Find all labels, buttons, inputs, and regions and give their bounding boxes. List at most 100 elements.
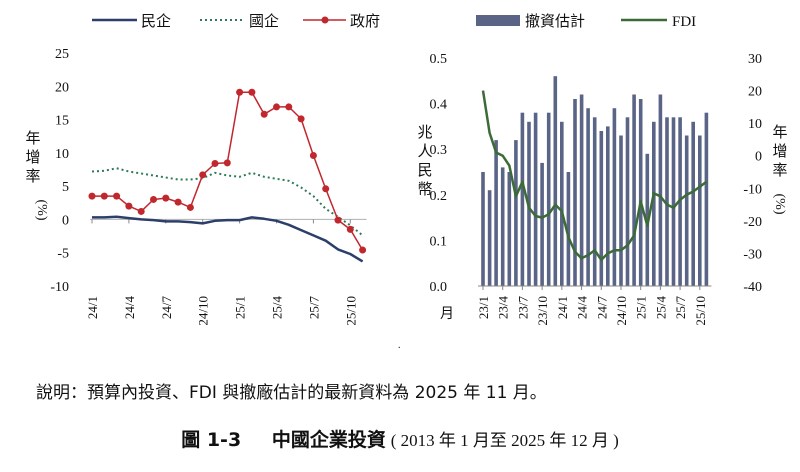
divestment-bar bbox=[619, 135, 623, 286]
right-left-axis-label-char: 民 bbox=[417, 163, 432, 179]
government-point bbox=[309, 152, 317, 160]
right-x-tick-label: 24/1 bbox=[555, 296, 570, 319]
right-x-tick-label: 25/4 bbox=[653, 296, 668, 320]
divestment-bar bbox=[494, 140, 498, 286]
divestment-bar bbox=[684, 135, 689, 286]
divestment-bar bbox=[698, 135, 702, 286]
caption-title: 中國企業投資 bbox=[271, 429, 386, 451]
legend-swatch-divestment bbox=[476, 15, 520, 26]
left-x-tick-label: 25/7 bbox=[306, 296, 321, 320]
government-point bbox=[211, 160, 219, 168]
left-y-axis-label-char: 增 bbox=[25, 149, 40, 166]
government-point bbox=[273, 103, 280, 111]
divestment-bar bbox=[514, 140, 518, 286]
divestment-bar bbox=[625, 117, 630, 286]
left-x-tick-label: 24/7 bbox=[159, 296, 174, 320]
government-point bbox=[174, 198, 182, 206]
government-point bbox=[285, 103, 293, 111]
stray-dot-mark: . bbox=[398, 340, 401, 351]
government-point bbox=[322, 185, 330, 193]
caption-number: 圖 1-3 bbox=[181, 429, 242, 451]
divestment-bar bbox=[553, 76, 558, 286]
right-x-tick-label: 25/10 bbox=[693, 296, 708, 326]
divestment-bar bbox=[566, 172, 571, 286]
figure-caption: 圖 1-3 中國企業投資 ( 2013 年 1 月至 2025 年 12 月 ) bbox=[0, 425, 800, 452]
right-left-axis-label-char: 幣 bbox=[417, 181, 432, 198]
series-line-state bbox=[91, 167, 364, 237]
divestment-bar bbox=[665, 117, 669, 286]
government-point bbox=[150, 195, 157, 203]
caption-subtitle: ( 2013 年 1 月至 2025 年 12 月 ) bbox=[390, 431, 619, 450]
left-panel: 25 20 15 10 5 0 -5 -10 24/1 24/4 24/7 24/10 25/1 25/4… bbox=[25, 47, 367, 326]
right-right-axis-label-unit: (%) bbox=[772, 194, 787, 215]
divestment-bar bbox=[540, 162, 544, 286]
left-y-tick-label: -10 bbox=[50, 280, 69, 295]
left-x-tick-label: 25/1 bbox=[233, 296, 248, 319]
right-month-label: 月 bbox=[440, 306, 454, 322]
right-right-y-tick-label: -10 bbox=[743, 182, 762, 197]
right-right-y-tick-label: 30 bbox=[748, 52, 762, 67]
left-y-axis-label-unit: (%) bbox=[34, 200, 49, 221]
right-left-y-tick-label: 0.1 bbox=[430, 234, 448, 249]
left-x-tick-label: 24/1 bbox=[85, 296, 100, 319]
right-left-y-tick-label: 0.2 bbox=[430, 189, 448, 204]
right-right-y-tick-label: -30 bbox=[743, 247, 762, 262]
right-left-axis-label-char: 人 bbox=[417, 143, 432, 160]
series-line-private bbox=[92, 215, 364, 263]
government-point bbox=[223, 159, 231, 167]
legend-label-divestment: 撤資估計 bbox=[525, 13, 585, 30]
legend-label-fdi: FDI bbox=[672, 14, 696, 30]
right-left-y-tick-label: 0.0 bbox=[430, 280, 448, 295]
right-right-axis-label-char: 率 bbox=[772, 162, 787, 179]
left-x-tick-label: 25/4 bbox=[270, 296, 285, 320]
right-x-tick-label: 24/10 bbox=[614, 296, 629, 326]
right-x-tick-label: 24/4 bbox=[575, 296, 590, 320]
government-point bbox=[162, 194, 170, 202]
government-point bbox=[137, 207, 145, 215]
divestment-bar bbox=[638, 99, 643, 286]
divestment-bar bbox=[691, 121, 695, 286]
right-x-tick-label: 25/1 bbox=[634, 296, 649, 319]
government-point bbox=[88, 192, 96, 200]
divestment-bar bbox=[652, 121, 656, 286]
divestment-bar bbox=[481, 172, 485, 286]
government-point bbox=[248, 88, 256, 96]
left-y-axis-label-char: 年 bbox=[25, 130, 40, 147]
left-y-tick-label: 10 bbox=[55, 147, 69, 162]
government-point bbox=[113, 192, 121, 200]
left-y-tick-label: 15 bbox=[55, 114, 69, 129]
divestment-bar bbox=[560, 121, 564, 286]
right-left-axis-label-char: 兆 bbox=[417, 124, 432, 141]
right-x-tick-label: 23/10 bbox=[535, 296, 550, 326]
legend-label-state: 國企 bbox=[249, 12, 279, 30]
right-x-tick-label: 23/1 bbox=[476, 296, 491, 319]
left-x-tick-label: 24/10 bbox=[196, 296, 211, 326]
left-y-tick-label: 20 bbox=[55, 80, 69, 95]
divestment-bar bbox=[599, 131, 604, 286]
government-point bbox=[334, 216, 342, 224]
government-point bbox=[297, 115, 305, 123]
divestment-bar bbox=[586, 108, 590, 286]
right-right-y-tick-label: 20 bbox=[748, 85, 762, 100]
divestment-bar bbox=[533, 112, 538, 286]
right-right-y-tick-label: -40 bbox=[743, 280, 762, 295]
divestment-bar bbox=[658, 94, 663, 286]
divestment-bar bbox=[632, 94, 636, 286]
right-left-y-tick-label: 0.4 bbox=[430, 98, 448, 113]
left-y-tick-label: 25 bbox=[55, 47, 69, 62]
divestment-bar bbox=[573, 99, 577, 286]
right-x-tick-label: 24/7 bbox=[594, 296, 609, 320]
government-point bbox=[236, 88, 244, 96]
fdi-line bbox=[481, 90, 708, 262]
left-x-tick-label: 24/4 bbox=[122, 296, 137, 320]
right-panel: 0.5 0.4 0.3 0.2 0.1 0.0 30 20 10 0 -10 -20 -30 -40 23/… bbox=[417, 52, 787, 326]
divestment-bar bbox=[606, 126, 610, 287]
government-point bbox=[199, 171, 207, 179]
divestment-bar bbox=[487, 190, 492, 286]
government-point bbox=[359, 246, 367, 254]
legend: 民企 國企 政府 撤資估計 FDI bbox=[92, 12, 696, 30]
right-left-y-tick-label: 0.3 bbox=[430, 143, 448, 158]
right-right-axis-label-char: 增 bbox=[772, 143, 787, 160]
government-point bbox=[346, 225, 354, 233]
government-point bbox=[260, 110, 268, 118]
